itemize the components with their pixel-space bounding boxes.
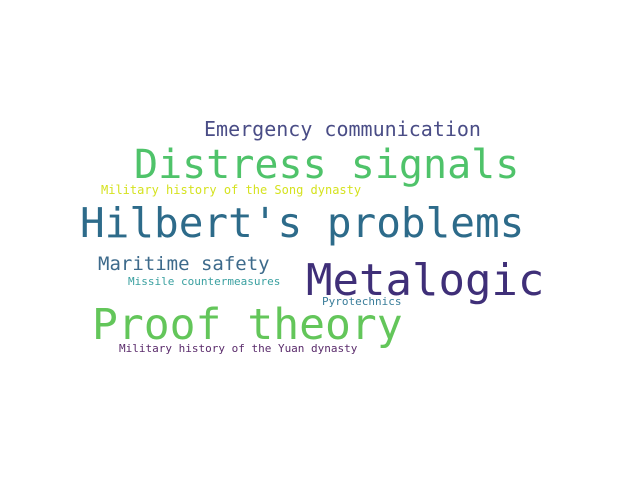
word-military-history-yuan: Military history of the Yuan dynasty [119,342,358,355]
word-maritime-safety: Maritime safety [98,253,270,275]
word-hilberts-problems: Hilbert's problems [80,199,525,247]
word-pyrotechnics: Pyrotechnics [322,295,402,308]
word-emergency-communication: Emergency communication [204,117,481,141]
word-distress-signals: Distress signals [134,142,520,188]
word-military-history-song: Military history of the Song dynasty [101,183,362,197]
word-missile-countermeasures: Missile countermeasures [128,275,281,288]
word-metalogic: Metalogic [306,255,545,306]
word-proof-theory: Proof theory [92,300,403,350]
